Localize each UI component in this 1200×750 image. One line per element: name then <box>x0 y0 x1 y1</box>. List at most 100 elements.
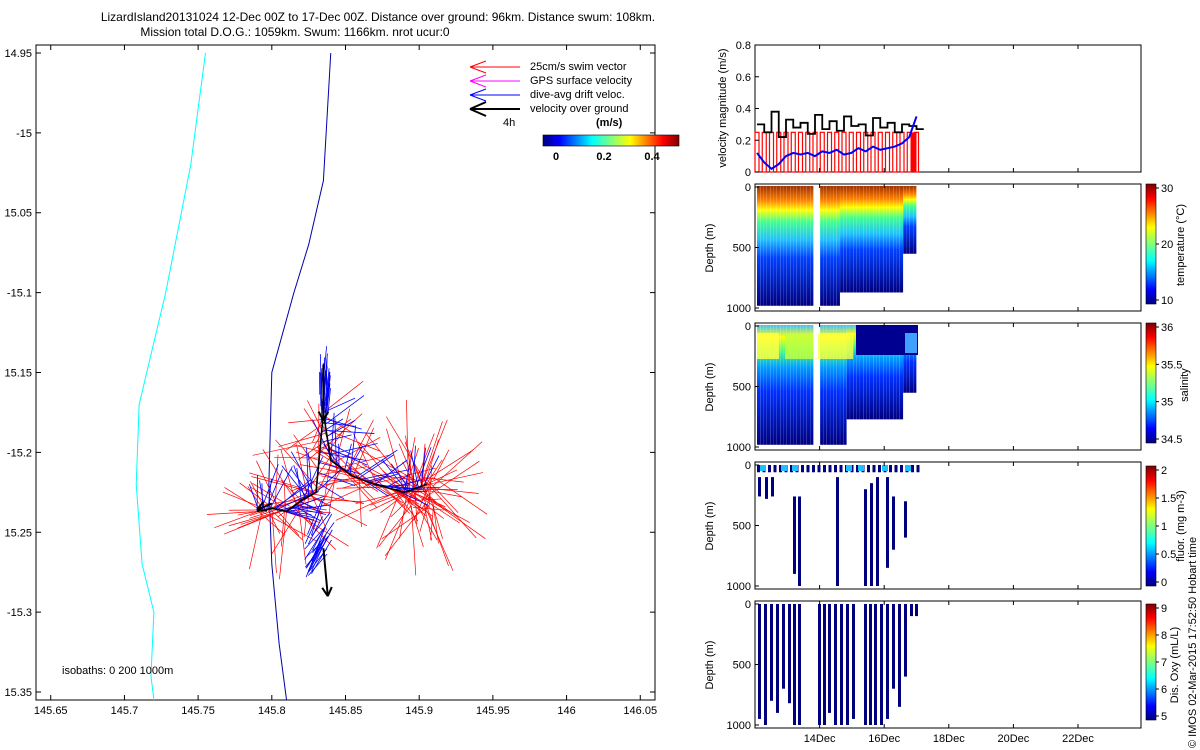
vel-ground-line <box>757 110 924 138</box>
drift-vector <box>249 484 260 512</box>
drift-vector <box>277 492 313 510</box>
profile-column <box>783 186 787 306</box>
map-ytick-label: 15.25 <box>4 527 32 539</box>
date-tick-label: 22Dec <box>1062 733 1094 745</box>
swim-vector <box>312 425 326 450</box>
fluor-surface-marker <box>792 465 798 471</box>
swim-vector <box>432 441 483 487</box>
profile-segment <box>915 604 918 617</box>
swim-vector <box>427 497 486 539</box>
drift-vector <box>311 498 325 536</box>
swim-vector <box>413 464 428 500</box>
swim-vector <box>279 511 287 580</box>
profile-column <box>786 186 791 306</box>
profile-column <box>806 325 811 445</box>
swim-vector <box>271 497 307 555</box>
map-ytick-label: -15.1 <box>7 288 32 300</box>
profile-segment <box>864 489 867 586</box>
velocity-ylabel: velocity magnitude (m/s) <box>717 48 729 167</box>
map-xtick-label: 145.8 <box>258 705 286 717</box>
profile-segment <box>839 465 843 473</box>
swim-bar <box>884 131 891 173</box>
profile-column <box>826 325 830 445</box>
cbar-tick-label: 20 <box>1161 239 1173 251</box>
profile-column <box>873 186 877 293</box>
profile-segment <box>793 496 796 574</box>
profile-segment <box>880 604 883 725</box>
temperature-panel: 0 500 1000 Depth (m) temperature (°C) 30 20… <box>704 182 1187 315</box>
swim-bar <box>797 131 804 173</box>
drift-vector <box>346 445 364 473</box>
legend-time: 4h <box>503 117 515 129</box>
drift-vector <box>290 506 312 510</box>
cbar-tick-label: 1.5 <box>1161 493 1176 505</box>
profile-column <box>826 186 830 306</box>
drift-vector <box>326 430 375 434</box>
profile-segment <box>782 604 785 689</box>
profile-segment <box>765 477 768 499</box>
profile-column <box>909 186 914 254</box>
profile-column <box>823 186 827 306</box>
drift-vector <box>349 425 357 475</box>
profile-segment <box>758 477 761 497</box>
profile-column <box>889 186 894 293</box>
drift-vector <box>307 516 323 545</box>
drift-vector <box>323 443 343 469</box>
vel-ytick-label: 0.8 <box>736 40 751 52</box>
profile-column <box>866 325 870 420</box>
drift-vector <box>423 455 440 486</box>
swim-vector <box>335 486 408 521</box>
depth-ytick-label: 1000 <box>727 442 751 454</box>
drift-vector <box>307 498 323 535</box>
cbar-tick-label: 34.5 <box>1161 434 1182 446</box>
profile-column <box>760 325 764 445</box>
swim-vector <box>386 428 406 495</box>
salinity-ylabel: Depth (m) <box>704 363 716 412</box>
profile-segment <box>801 465 804 473</box>
map-legend: 25cm/s swim vector GPS surface velocity … <box>469 60 680 163</box>
drift-vector <box>396 489 429 506</box>
profile-column <box>893 325 897 420</box>
swim-vector <box>309 495 368 527</box>
profile-column <box>790 325 794 445</box>
drift-vector <box>329 443 378 455</box>
profile-column <box>876 325 880 420</box>
profile-segment <box>846 604 849 725</box>
swim-vector <box>321 482 372 507</box>
cbar-tick-label: 7 <box>1161 657 1167 669</box>
swim-vector <box>249 472 317 493</box>
ground-velocity-arrowhead <box>317 411 325 421</box>
profile-segment <box>793 604 796 725</box>
legend-drift: dive-avg drift veloc. <box>469 88 625 102</box>
profile-segment <box>828 604 831 713</box>
swim-vector <box>319 413 363 453</box>
profile-column <box>790 186 794 306</box>
map-xtick-label: 146.05 <box>623 705 657 717</box>
fluor-colorbar <box>1145 465 1157 587</box>
profile-segment <box>779 465 782 473</box>
swim-vector <box>310 494 336 510</box>
profile-column <box>883 325 887 420</box>
profile-column <box>833 325 837 445</box>
profile-segment <box>856 465 859 473</box>
drift-vector <box>326 375 331 409</box>
colorbar-tick-2: 0.4 <box>644 151 660 163</box>
colorbar-tick-0: 0 <box>553 151 559 163</box>
swim-vector <box>335 408 351 464</box>
drift-vector <box>374 459 408 485</box>
depth-ytick-label: 500 <box>733 382 751 394</box>
drift-vector <box>293 505 321 522</box>
profile-segment <box>867 465 870 473</box>
swim-vector <box>384 503 426 557</box>
cbar-tick-label: 1 <box>1161 521 1167 533</box>
speed-colorbar <box>542 134 680 147</box>
profile-column <box>896 186 900 293</box>
swim-vector <box>424 505 454 571</box>
drift-vector <box>366 475 388 482</box>
depth-ytick-label: 0 <box>745 460 751 472</box>
profile-column <box>856 186 860 293</box>
map-xtick-label: 145.75 <box>181 705 215 717</box>
swim-vector <box>404 441 430 500</box>
map-ytick-label: -15.3 <box>7 607 32 619</box>
drift-vector <box>311 511 331 537</box>
